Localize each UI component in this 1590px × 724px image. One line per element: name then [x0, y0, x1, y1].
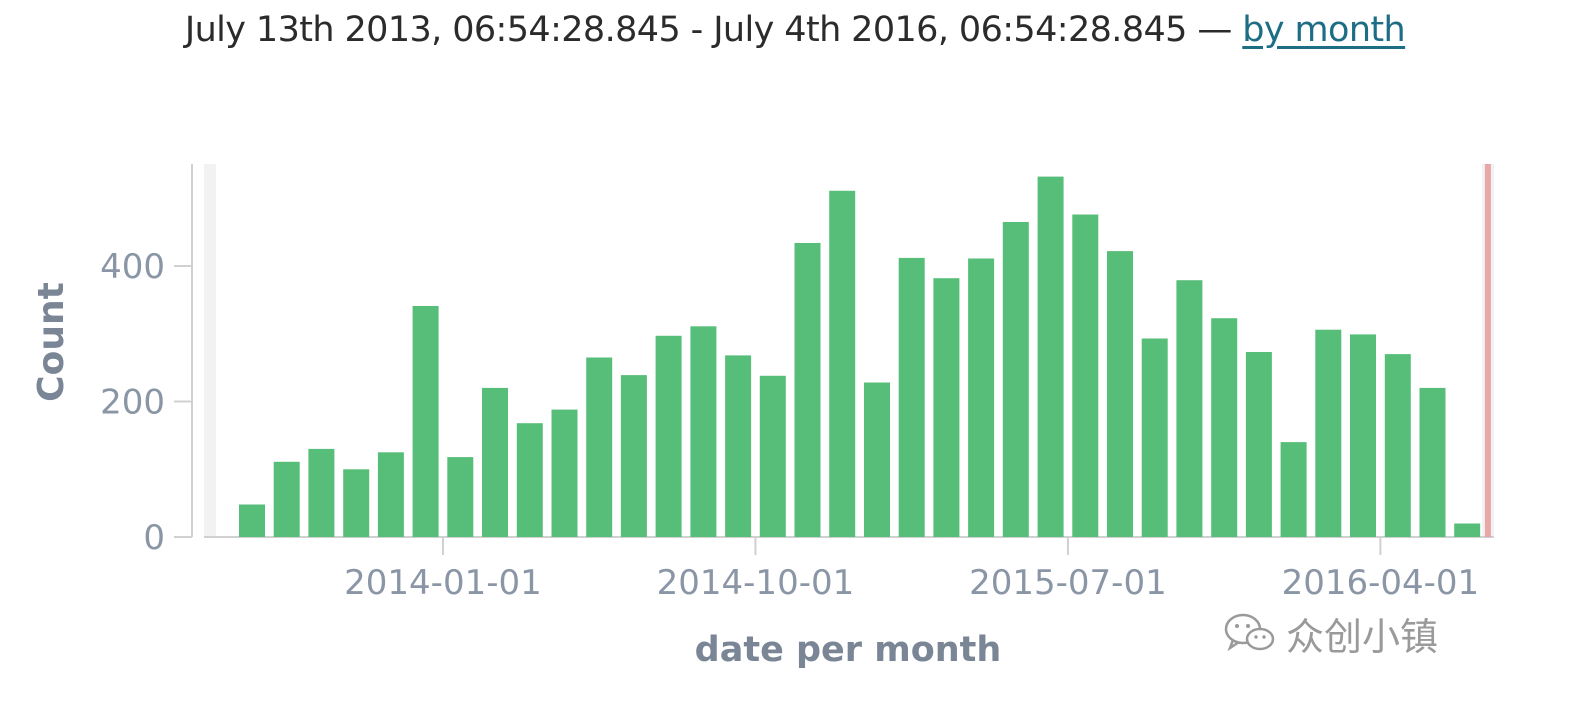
time-range-header: July 13th 2013, 06:54:28.845 - July 4th …: [0, 10, 1590, 70]
bar[interactable]: [239, 504, 265, 538]
bar[interactable]: [620, 375, 647, 537]
y-tick-label: 400: [100, 247, 165, 287]
bar[interactable]: [273, 461, 300, 537]
bar[interactable]: [1245, 352, 1272, 537]
bar[interactable]: [1315, 329, 1342, 537]
bar[interactable]: [412, 306, 439, 537]
bar[interactable]: [1002, 222, 1029, 537]
x-tick-label: 2015-07-01: [969, 563, 1167, 603]
bar[interactable]: [725, 355, 752, 537]
x-axis-ticks: 2014-01-01 2014-10-01 2015-07-01 2016-04-01: [344, 537, 1479, 603]
watermark: 众创小镇: [1222, 608, 1439, 659]
bar[interactable]: [447, 457, 474, 537]
bar[interactable]: [377, 452, 404, 537]
bar[interactable]: [308, 448, 335, 537]
bar[interactable]: [1454, 523, 1481, 538]
y-tick-label: 200: [100, 383, 165, 423]
x-tick-label: 2014-10-01: [657, 563, 855, 603]
bar[interactable]: [586, 357, 613, 538]
bar[interactable]: [794, 243, 821, 537]
bar[interactable]: [343, 469, 370, 538]
plot-band-left: [204, 164, 216, 536]
bar[interactable]: [1176, 280, 1203, 537]
wechat-icon: [1224, 613, 1275, 652]
bar[interactable]: [1037, 176, 1064, 537]
bars-group: [239, 176, 1481, 538]
bar[interactable]: [1211, 318, 1238, 537]
bar[interactable]: [1141, 338, 1168, 538]
y-axis-title: Count: [31, 282, 72, 402]
bar[interactable]: [482, 387, 508, 537]
x-axis-title: date per month: [695, 630, 1002, 670]
bar[interactable]: [1350, 334, 1376, 537]
bar[interactable]: [864, 382, 890, 538]
bar[interactable]: [968, 258, 995, 538]
bar[interactable]: [898, 257, 925, 537]
x-tick-label: 2016-04-01: [1282, 563, 1480, 603]
bar[interactable]: [933, 278, 960, 537]
bar[interactable]: [1419, 387, 1446, 537]
bar[interactable]: [829, 190, 856, 538]
bar[interactable]: [655, 335, 682, 537]
watermark-text: 众创小镇: [1286, 614, 1439, 659]
time-range-text: July 13th 2013, 06:54:28.845 - July 4th …: [184, 10, 1243, 50]
bar[interactable]: [516, 423, 543, 537]
bar[interactable]: [759, 375, 786, 537]
y-tick-label: 0: [143, 518, 165, 558]
x-tick-label: 2014-01-01: [344, 563, 542, 603]
bar[interactable]: [1107, 251, 1133, 537]
y-axis-ticks: 0 200 400: [100, 247, 192, 558]
bar[interactable]: [690, 326, 717, 537]
bar[interactable]: [1072, 214, 1099, 538]
bar[interactable]: [1384, 354, 1411, 537]
interval-link[interactable]: by month: [1242, 10, 1406, 50]
bar[interactable]: [551, 409, 578, 537]
bar[interactable]: [1280, 442, 1307, 537]
